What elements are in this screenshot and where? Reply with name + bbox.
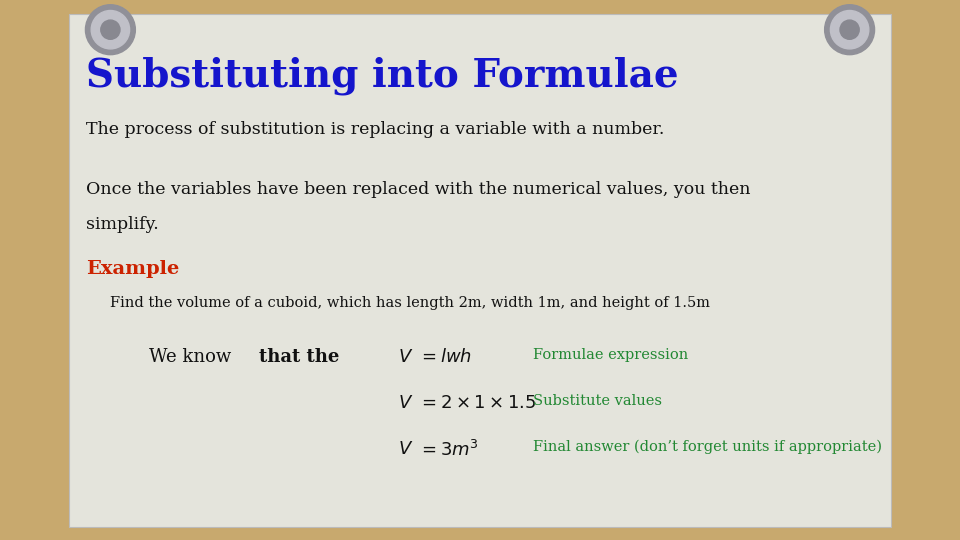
Ellipse shape <box>85 5 135 55</box>
Text: $V$: $V$ <box>398 348 414 366</box>
Text: that the: that the <box>259 348 340 366</box>
Text: Find the volume of a cuboid, which has length 2m, width 1m, and height of 1.5m: Find the volume of a cuboid, which has l… <box>110 296 710 310</box>
Text: Substituting into Formulae: Substituting into Formulae <box>86 57 679 95</box>
Text: $V$: $V$ <box>398 394 414 412</box>
Text: $V$: $V$ <box>398 440 414 458</box>
Text: $= 3m^3$: $= 3m^3$ <box>418 440 478 460</box>
Ellipse shape <box>101 20 120 39</box>
Text: simplify.: simplify. <box>86 216 159 233</box>
Text: Example: Example <box>86 260 180 278</box>
Text: $= lwh$: $= lwh$ <box>418 348 471 366</box>
Text: The process of substitution is replacing a variable with a number.: The process of substitution is replacing… <box>86 122 664 138</box>
Ellipse shape <box>840 20 859 39</box>
Ellipse shape <box>830 10 869 49</box>
FancyBboxPatch shape <box>69 14 891 526</box>
Text: We know: We know <box>149 348 237 366</box>
Ellipse shape <box>91 10 130 49</box>
Text: Final answer (don’t forget units if appropriate): Final answer (don’t forget units if appr… <box>533 440 882 455</box>
Text: $= 2\times1\times1.5$: $= 2\times1\times1.5$ <box>418 394 536 412</box>
Ellipse shape <box>825 5 875 55</box>
Text: Substitute values: Substitute values <box>533 394 661 408</box>
Text: Formulae expression: Formulae expression <box>533 348 688 362</box>
Text: Once the variables have been replaced with the numerical values, you then: Once the variables have been replaced wi… <box>86 181 751 198</box>
